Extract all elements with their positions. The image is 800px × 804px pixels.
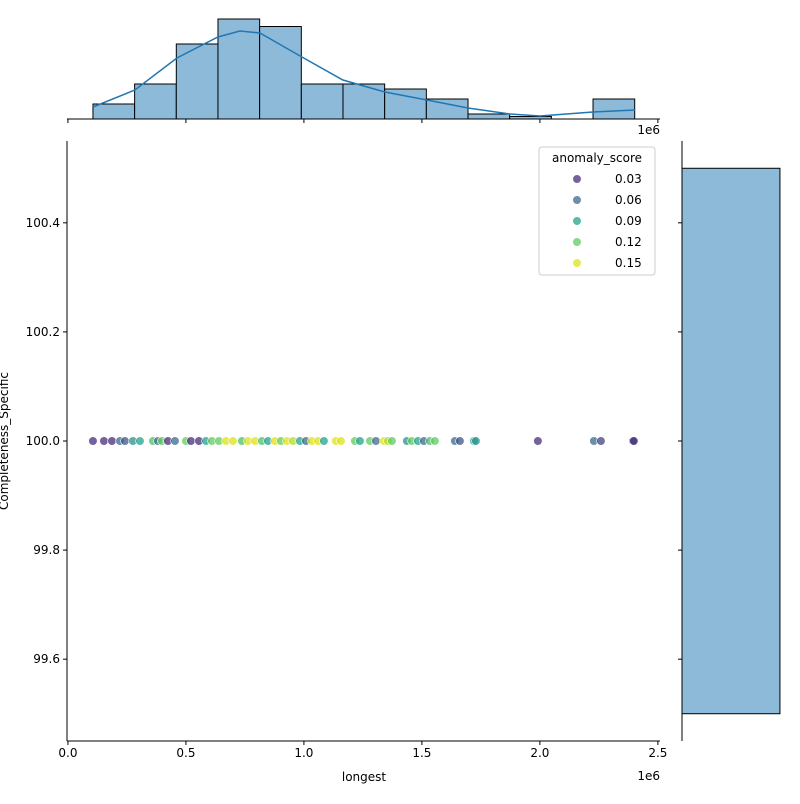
- y-tick-label: 100.2: [26, 325, 60, 339]
- x-offset-label: 1e6: [637, 769, 660, 783]
- legend-marker: [572, 195, 582, 205]
- point: [455, 436, 465, 446]
- kde-line: [92, 30, 635, 117]
- histogram-bar: [300, 83, 344, 120]
- legend-frame: [538, 146, 656, 276]
- point: [99, 436, 109, 446]
- legend-marker: [572, 174, 582, 184]
- y-tick-label: 100.0: [26, 434, 60, 448]
- legend: anomaly_score 0.03 0.06 0.09 0.12 0.15: [538, 146, 656, 276]
- point: [471, 436, 481, 446]
- histogram-bar: [259, 26, 302, 120]
- point: [107, 436, 117, 446]
- y-tick-label: 100.4: [26, 216, 60, 230]
- point: [596, 436, 606, 446]
- histogram-bar: [467, 113, 511, 120]
- x-tick-label: 1.5: [412, 746, 431, 760]
- legend-marker: [572, 216, 582, 226]
- point: [120, 436, 130, 446]
- legend-label: 0.09: [615, 214, 642, 228]
- histogram-bar: [425, 98, 469, 120]
- histogram-bar: [681, 167, 781, 715]
- histogram-bar: [175, 43, 219, 120]
- histogram-bar: [342, 83, 386, 120]
- point: [629, 436, 639, 446]
- legend-label: 0.12: [615, 235, 642, 249]
- x-tick-label: 0.0: [58, 746, 77, 760]
- point: [430, 436, 440, 446]
- histogram-bar: [592, 98, 636, 120]
- point: [228, 436, 238, 446]
- histogram-bar: [92, 103, 136, 120]
- x-tick-label: 2.5: [648, 746, 667, 760]
- point: [355, 436, 365, 446]
- y-tick-label: 99.6: [33, 652, 60, 666]
- point: [135, 436, 145, 446]
- histogram-bar: [217, 18, 261, 120]
- point: [336, 436, 346, 446]
- point: [186, 436, 196, 446]
- y-axis-label: Completeness_Specific: [0, 372, 11, 510]
- legend-marker: [572, 237, 582, 247]
- histogram-bar: [134, 83, 177, 120]
- legend-title: anomaly_score: [552, 151, 642, 165]
- point: [533, 436, 543, 446]
- x-axis-label: longest: [342, 770, 387, 784]
- x-tick-label: 0.5: [176, 746, 195, 760]
- point: [371, 436, 381, 446]
- point: [170, 436, 180, 446]
- legend-label: 0.03: [615, 172, 642, 186]
- legend-label: 0.15: [615, 256, 642, 270]
- legend-marker: [572, 258, 582, 268]
- point: [387, 436, 397, 446]
- x-tick-label: 2.0: [530, 746, 549, 760]
- y-tick-label: 99.8: [33, 543, 60, 557]
- point: [319, 436, 329, 446]
- x-tick-label: 1.0: [294, 746, 313, 760]
- point: [88, 436, 98, 446]
- legend-label: 0.06: [615, 193, 642, 207]
- x-offset-label: 1e6: [637, 123, 660, 137]
